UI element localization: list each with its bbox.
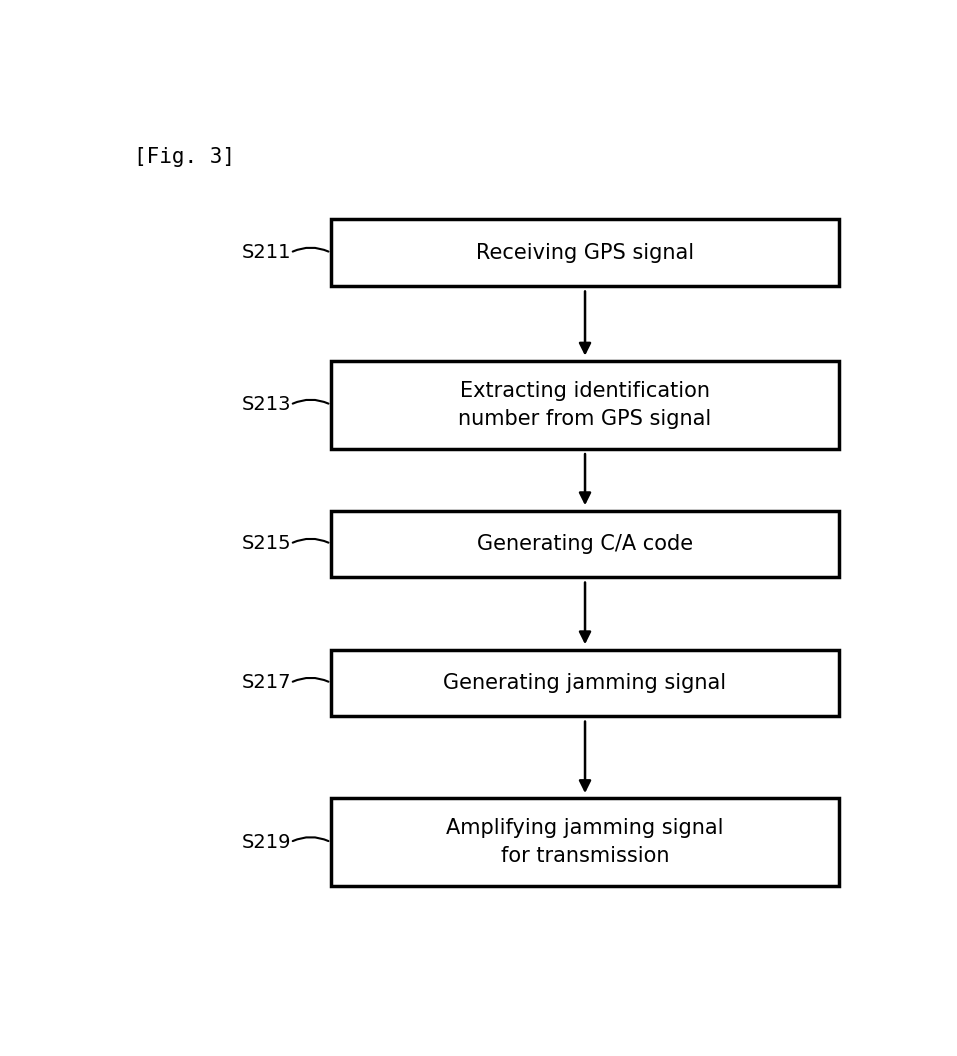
Text: S211: S211 [242, 243, 292, 262]
Text: Generating C/A code: Generating C/A code [477, 534, 693, 553]
Bar [331, 798, 839, 886]
Bar [331, 510, 839, 578]
Text: Extracting identification
number from GPS signal: Extracting identification number from GP… [458, 381, 712, 429]
Text: S219: S219 [242, 833, 292, 852]
Text: S215: S215 [242, 534, 292, 553]
Text: S217: S217 [242, 674, 292, 693]
Text: S213: S213 [242, 395, 292, 414]
Bar [331, 361, 839, 449]
Text: [Fig. 3]: [Fig. 3] [135, 147, 235, 167]
Text: Receiving GPS signal: Receiving GPS signal [476, 243, 694, 263]
Text: Generating jamming signal: Generating jamming signal [443, 673, 726, 693]
Text: Amplifying jamming signal
for transmission: Amplifying jamming signal for transmissi… [446, 818, 723, 866]
Bar [331, 649, 839, 716]
Bar [331, 220, 839, 286]
